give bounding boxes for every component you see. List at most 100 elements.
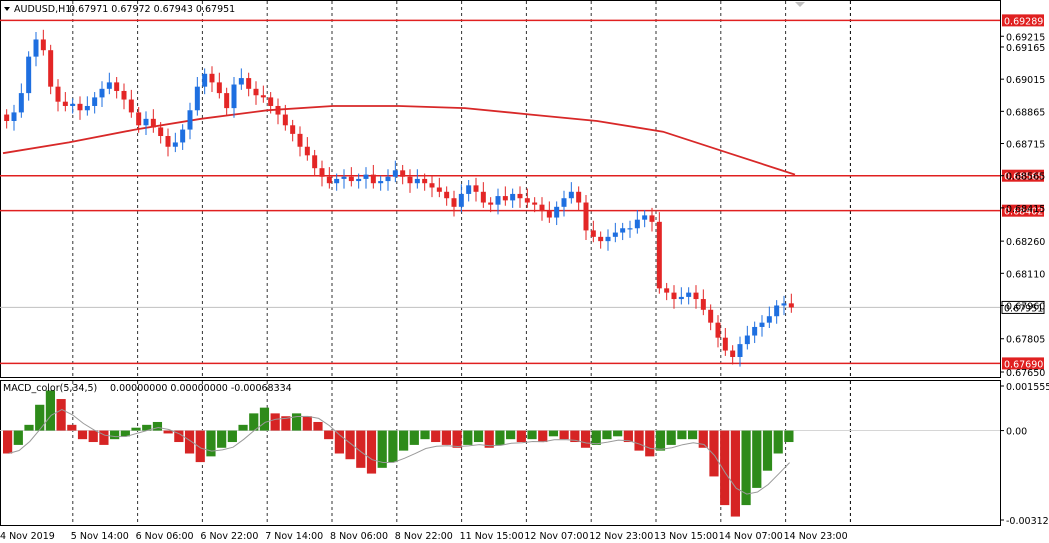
macd-bar: [687, 430, 698, 440]
macd-bar: [431, 430, 441, 443]
macd-bar: [484, 430, 494, 448]
candle-body: [466, 185, 472, 194]
candle-body: [26, 56, 32, 94]
candle-body: [539, 204, 545, 212]
time-gridlines: [72, 1, 851, 525]
price-panel[interactable]: [0, 0, 1001, 378]
candle-body: [788, 303, 794, 308]
candle-body: [715, 322, 721, 338]
macd-bar: [142, 424, 152, 431]
dropdown-triangle-icon[interactable]: [4, 7, 10, 11]
candle-body: [414, 178, 420, 184]
macd-bar: [516, 430, 526, 443]
ma-line: [2, 105, 796, 176]
macd-bar: [152, 421, 163, 431]
candle-body: [40, 39, 46, 51]
moving-average: [2, 105, 796, 176]
level-tag: [1001, 300, 1045, 314]
macd-bar: [77, 430, 88, 440]
price-tick-label: 0.68565: [1006, 172, 1045, 183]
macd-bar: [495, 430, 505, 445]
horizontal-levels[interactable]: 0.69289 0.68565 0.68402 0.67951 0.67690: [0, 14, 1045, 370]
macd-panel[interactable]: [0, 380, 1001, 526]
time-label: 14 Nov 23:00: [784, 531, 848, 542]
macd-bar: [184, 430, 195, 454]
candle-body: [480, 191, 486, 203]
macd-bar: [99, 430, 109, 445]
time-label: 6 Nov 22:00: [200, 531, 258, 542]
time-label: 5 Nov 14:00: [71, 531, 129, 542]
candle-body: [319, 168, 325, 177]
candle-body: [11, 112, 17, 121]
macd-signal: [8, 409, 790, 495]
candle-body: [172, 142, 178, 147]
candle-body: [473, 185, 479, 192]
macd-bar: [730, 430, 740, 517]
macd-bar: [281, 416, 291, 431]
candle-body: [649, 215, 655, 222]
candle-body: [121, 90, 127, 100]
candle-body: [700, 299, 706, 310]
macd-bar: [174, 430, 184, 443]
candle-body: [297, 133, 303, 147]
level-tag: [1002, 357, 1044, 370]
macd-bar: [88, 430, 98, 443]
candle-body: [4, 114, 10, 121]
level-tag-label: 0.69289: [1004, 16, 1043, 27]
candle-body: [620, 228, 626, 233]
macd-bar: [377, 430, 387, 468]
price-tick-label: 0.69165: [1006, 43, 1045, 54]
macd-bar: [720, 430, 730, 506]
macd-name: MACD_color(5,34,5): [3, 383, 97, 394]
candle-body: [231, 84, 237, 109]
candle-body: [634, 219, 640, 229]
time-label: 14 Nov 07:00: [719, 531, 783, 542]
price-tick-label: 0.67960: [1006, 301, 1045, 312]
macd-tick-label: 0.00: [1006, 427, 1027, 438]
macd-values: 0.00000000 0.00000000 -0.00068334: [110, 383, 292, 394]
macd-bar: [548, 430, 559, 437]
candle-body: [554, 206, 560, 218]
candle-body: [686, 292, 692, 297]
candle-body: [158, 127, 164, 137]
time-label: 6 Nov 06:00: [136, 531, 194, 542]
candle-body: [568, 191, 574, 199]
macd-bar: [24, 424, 34, 431]
time-label: 12 Nov 23:00: [589, 531, 653, 542]
candle-body: [282, 114, 288, 126]
candle-body: [583, 202, 589, 231]
time-label: 13 Nov 15:00: [654, 531, 718, 542]
macd-bar: [762, 430, 773, 471]
scroll-marker-icon[interactable]: [795, 2, 805, 7]
time-label: 12 Nov 07:00: [524, 531, 588, 542]
macd-bar: [217, 430, 227, 448]
macd-bar: [666, 430, 676, 445]
candle-body: [510, 193, 516, 201]
candle-body: [744, 335, 750, 345]
macd-bar: [388, 430, 398, 463]
macd-tick-label: 0.0015554: [1006, 382, 1049, 393]
candle-body: [55, 86, 61, 102]
time-label: 7 Nov 14:00: [265, 531, 323, 542]
time-axis: 4 Nov 2019 5 Nov 14:00 6 Nov 06:00 6 Nov 22…: [0, 531, 848, 542]
macd-bar: [645, 430, 655, 457]
candle-body: [187, 110, 193, 130]
macd-bar: [709, 430, 719, 477]
macd-bar: [45, 390, 56, 431]
candle-body: [202, 73, 208, 87]
time-label: 11 Nov 15:00: [460, 531, 524, 542]
macd-tick-label: -0.0031200: [1006, 516, 1049, 527]
macd-bar: [677, 430, 687, 440]
macd-bar: [302, 416, 312, 431]
macd-bar: [538, 430, 548, 443]
candle-body: [48, 50, 54, 87]
candle-body: [400, 170, 406, 177]
signal-line: [8, 409, 790, 495]
macd-bar: [741, 430, 751, 506]
candle-body: [678, 296, 684, 300]
macd-bar: [591, 430, 601, 445]
candle-body: [524, 198, 530, 203]
candle-body: [451, 198, 457, 207]
